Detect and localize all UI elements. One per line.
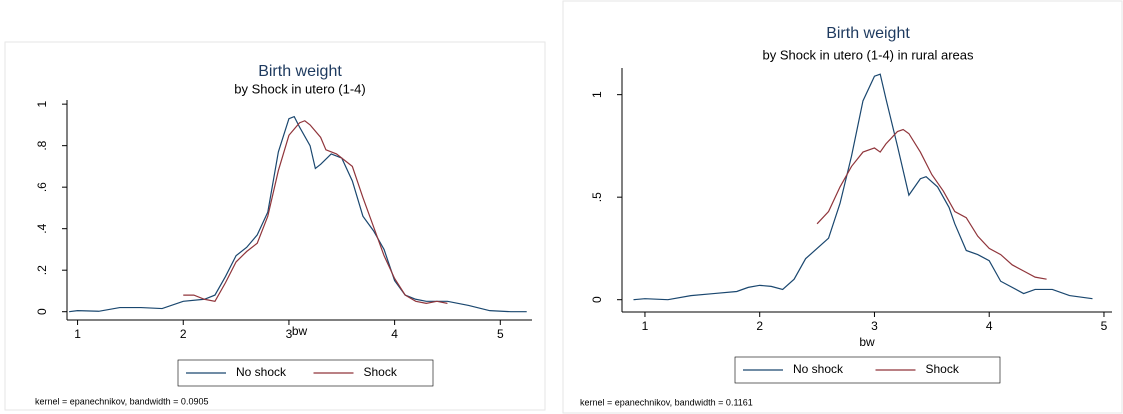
- y-tick-label: 0: [590, 296, 604, 303]
- density-line: [183, 120, 448, 305]
- x-tick-label: 4: [986, 319, 993, 333]
- chart-subtitle: by Shock in utero (1-4) in rural areas: [763, 47, 974, 62]
- y-tick-label: 0: [35, 308, 49, 315]
- y-tick-label: 1: [590, 91, 604, 98]
- panel-right: [562, 0, 1123, 414]
- x-tick-label: 1: [74, 327, 81, 341]
- chart-title: Birth weight: [258, 63, 342, 80]
- x-tick-label: 5: [497, 327, 504, 341]
- y-tick-label: .5: [590, 192, 604, 202]
- y-tick-label: .4: [35, 223, 49, 233]
- legend-label: No shock: [236, 365, 287, 379]
- panel-left: [4, 41, 546, 411]
- x-tick-label: 3: [871, 319, 878, 333]
- x-tick-label: 4: [391, 327, 398, 341]
- y-tick-label: .2: [35, 265, 49, 275]
- legend-label: No shock: [793, 362, 844, 376]
- x-axis-label: bw: [292, 324, 308, 338]
- x-tick-label: 1: [642, 319, 649, 333]
- density-line: [69, 115, 527, 313]
- x-tick-label: 2: [756, 319, 763, 333]
- note: kernel = epanechnikov, bandwidth = 0.090…: [35, 396, 208, 406]
- x-tick-label: 3: [286, 327, 293, 341]
- density-line: [633, 73, 1093, 301]
- x-tick-label: 5: [1101, 319, 1108, 333]
- chart-title: Birth weight: [826, 25, 910, 42]
- legend-box: [734, 356, 1001, 384]
- y-tick-label: .6: [35, 182, 49, 192]
- note: kernel = epanechnikov, bandwidth = 0.116…: [580, 397, 753, 407]
- legend-label: Shock: [926, 362, 960, 376]
- y-tick-label: 1: [35, 100, 49, 107]
- x-tick-label: 2: [180, 327, 187, 341]
- y-tick-label: .8: [35, 140, 49, 150]
- legend-label: Shock: [364, 365, 398, 379]
- chart-subtitle: by Shock in utero (1-4): [234, 81, 366, 96]
- x-axis-label: bw: [859, 335, 875, 349]
- density-line: [816, 128, 1047, 280]
